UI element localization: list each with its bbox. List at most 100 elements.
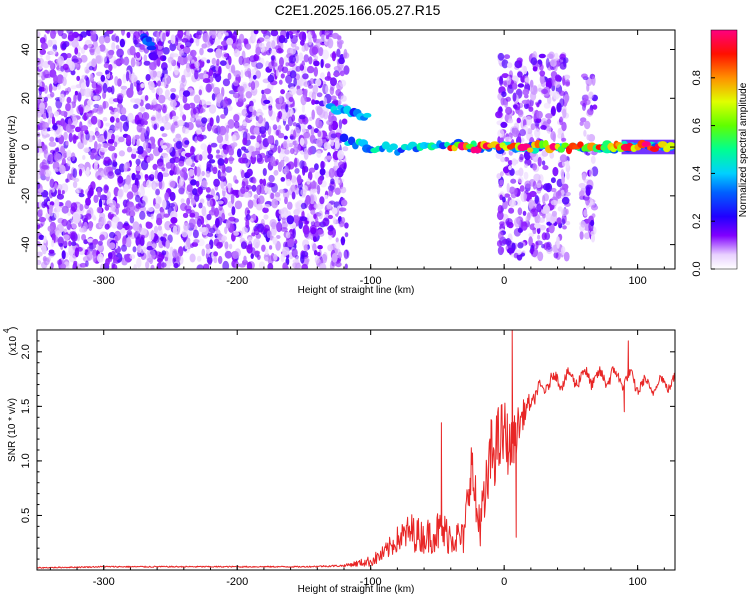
noise-blob xyxy=(222,100,229,108)
noise-blob xyxy=(117,188,124,198)
noise-blob xyxy=(516,117,521,124)
ridge-blob xyxy=(389,143,398,150)
noise-blob xyxy=(164,154,170,164)
snr-axes: -300 -200 -100 0 100 0.5 1.0 1.5 2.0 xyxy=(20,330,675,588)
spectrogram-xtick-label: -200 xyxy=(226,275,248,287)
noise-blob xyxy=(105,258,110,267)
noise-blob xyxy=(160,236,164,242)
spectrogram-xtick-label: -300 xyxy=(93,275,115,287)
noise-blob xyxy=(246,168,253,177)
noise-blob xyxy=(320,34,326,42)
noise-blob xyxy=(294,157,298,168)
noise-blob xyxy=(307,215,315,223)
noise-blob xyxy=(97,143,102,150)
noise-blob xyxy=(534,222,541,229)
noise-blob xyxy=(269,39,277,48)
noise-blob xyxy=(177,55,182,64)
noise-blob xyxy=(304,43,309,52)
noise-blob xyxy=(340,237,346,243)
noise-blob xyxy=(156,31,160,41)
noise-blob xyxy=(587,108,594,116)
noise-blob xyxy=(208,104,217,114)
noise-blob xyxy=(129,254,136,260)
noise-blob xyxy=(37,152,41,157)
noise-blob xyxy=(135,194,141,203)
noise-blob xyxy=(293,214,300,224)
noise-blob xyxy=(546,241,552,250)
noise-blob xyxy=(331,207,338,215)
noise-blob xyxy=(308,56,313,65)
noise-blob xyxy=(37,138,42,149)
noise-blob xyxy=(320,72,325,80)
noise-blob xyxy=(230,193,235,205)
noise-blob xyxy=(104,36,111,44)
noise-blob xyxy=(96,107,104,115)
noise-blob xyxy=(535,241,539,249)
noise-blob xyxy=(130,74,138,83)
noise-blob xyxy=(120,85,128,90)
noise-blob xyxy=(323,97,328,106)
noise-blob xyxy=(580,220,586,228)
noise-blob xyxy=(169,191,176,202)
noise-blob xyxy=(53,211,60,219)
noise-blob xyxy=(150,116,156,121)
noise-blob xyxy=(195,120,202,125)
noise-blob xyxy=(273,169,279,176)
noise-blob xyxy=(587,134,596,142)
noise-blob xyxy=(231,134,237,142)
noise-blob xyxy=(195,113,199,120)
noise-blob xyxy=(189,253,196,263)
noise-blob xyxy=(40,96,45,102)
noise-blob xyxy=(256,203,263,211)
noise-blob xyxy=(560,169,565,178)
noise-blob xyxy=(64,90,69,95)
noise-blob xyxy=(542,204,551,214)
noise-blob xyxy=(528,232,535,238)
noise-blob xyxy=(250,253,254,259)
noise-blob xyxy=(73,260,78,265)
noise-blob xyxy=(201,43,208,49)
noise-blob xyxy=(327,229,334,236)
noise-blob xyxy=(55,230,61,238)
noise-blob xyxy=(161,145,168,150)
noise-blob xyxy=(522,88,530,96)
noise-blob xyxy=(135,60,140,67)
noise-blob xyxy=(214,195,219,201)
noise-blob xyxy=(155,87,163,95)
noise-blob xyxy=(153,225,159,234)
noise-blob xyxy=(224,157,229,164)
noise-blob xyxy=(585,197,590,206)
noise-blob xyxy=(138,154,146,159)
noise-blob xyxy=(146,179,152,188)
noise-blob xyxy=(536,110,543,119)
noise-blob xyxy=(559,116,564,126)
noise-blob xyxy=(277,125,282,130)
noise-blob xyxy=(224,226,228,235)
noise-blob xyxy=(115,35,120,43)
noise-blob xyxy=(102,91,107,99)
noise-blob xyxy=(216,115,220,124)
noise-blob xyxy=(38,216,47,223)
colorbar-label: Normalized spectral amplitude xyxy=(738,82,749,217)
noise-blob xyxy=(316,150,322,158)
colorbar-tick-label: 0.0 xyxy=(691,261,703,276)
noise-blob xyxy=(38,200,43,210)
noise-blob xyxy=(167,56,174,64)
noise-blob xyxy=(267,263,274,269)
noise-blob xyxy=(150,143,156,149)
noise-blob xyxy=(243,63,250,69)
noise-blob xyxy=(228,148,234,156)
noise-blob xyxy=(150,264,155,269)
noise-blob xyxy=(590,233,596,243)
noise-blob xyxy=(196,218,202,228)
noise-blob xyxy=(225,219,231,229)
noise-blob xyxy=(65,124,71,133)
noise-blob xyxy=(93,194,99,204)
noise-blob xyxy=(130,57,136,68)
noise-blob xyxy=(213,207,220,217)
spectrogram-ytick-label: 40 xyxy=(20,43,32,55)
noise-blob xyxy=(499,76,504,86)
noise-blob xyxy=(278,111,283,119)
noise-blob xyxy=(169,180,177,188)
noise-blob xyxy=(581,172,587,181)
